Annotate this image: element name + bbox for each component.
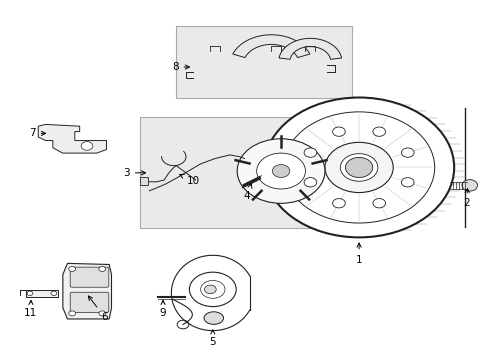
Circle shape: [81, 141, 93, 150]
FancyBboxPatch shape: [70, 292, 109, 312]
Text: 2: 2: [462, 189, 468, 208]
Text: 10: 10: [180, 174, 200, 186]
Circle shape: [304, 177, 316, 187]
Circle shape: [272, 165, 289, 177]
Polygon shape: [63, 264, 111, 319]
FancyBboxPatch shape: [176, 26, 351, 98]
Circle shape: [461, 180, 477, 191]
Text: 9: 9: [160, 300, 166, 318]
Circle shape: [372, 199, 385, 208]
Circle shape: [325, 142, 392, 193]
Ellipse shape: [203, 312, 223, 324]
Circle shape: [27, 291, 33, 296]
Circle shape: [401, 177, 413, 187]
Text: 4: 4: [243, 184, 251, 201]
Circle shape: [304, 148, 316, 157]
FancyBboxPatch shape: [140, 177, 148, 185]
FancyBboxPatch shape: [70, 267, 109, 287]
Circle shape: [69, 311, 75, 316]
Circle shape: [256, 153, 305, 189]
Circle shape: [372, 127, 385, 136]
Text: 1: 1: [355, 243, 362, 265]
Circle shape: [237, 139, 325, 203]
Circle shape: [99, 311, 105, 316]
Circle shape: [69, 266, 75, 271]
Circle shape: [264, 98, 453, 237]
Polygon shape: [232, 35, 309, 58]
Circle shape: [204, 285, 216, 294]
Circle shape: [99, 266, 105, 271]
Text: 6: 6: [88, 296, 108, 322]
Polygon shape: [279, 39, 341, 59]
Circle shape: [332, 199, 345, 208]
FancyBboxPatch shape: [26, 290, 58, 297]
Text: 5: 5: [209, 330, 216, 347]
Circle shape: [332, 127, 345, 136]
Text: 3: 3: [123, 168, 145, 178]
Circle shape: [345, 157, 372, 177]
Text: 8: 8: [172, 62, 189, 72]
Circle shape: [401, 148, 413, 157]
Circle shape: [340, 154, 377, 181]
Circle shape: [189, 272, 236, 307]
Polygon shape: [38, 125, 106, 153]
FancyBboxPatch shape: [140, 117, 353, 228]
Text: 7: 7: [29, 129, 45, 138]
Circle shape: [51, 291, 57, 296]
Text: 11: 11: [24, 300, 38, 318]
